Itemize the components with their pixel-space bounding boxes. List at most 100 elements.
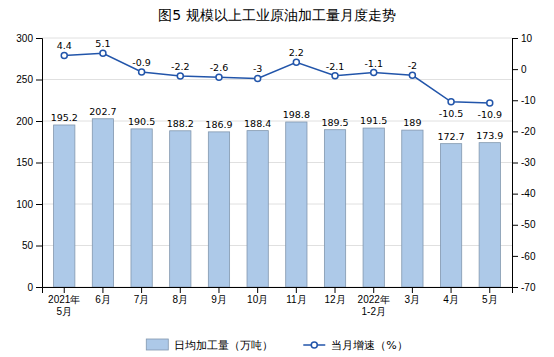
tick-mark <box>512 131 518 132</box>
tick-label: 12月 <box>324 294 345 305</box>
tick-mark <box>512 256 518 257</box>
tick-mark <box>36 80 42 81</box>
data-label: 202.7 <box>89 106 116 117</box>
data-label: -1.1 <box>364 58 383 69</box>
legend-item: 日均加工量（万吨） <box>146 339 273 352</box>
tick-label: 2021年5月 <box>48 294 80 317</box>
tick-mark <box>512 100 518 101</box>
data-labels: 195.2 202.7 190.5 188.2 186.9 188.4 198.8 189.5… <box>51 38 504 141</box>
tick-label: -50 <box>521 219 536 230</box>
tick-label: 9月 <box>211 294 227 305</box>
bar <box>92 119 113 287</box>
tick-mark <box>102 287 103 293</box>
tick-label: 5月 <box>482 294 498 305</box>
tick-mark <box>373 287 374 293</box>
legend-item: 当月增速（%） <box>303 339 407 352</box>
tick-mark <box>36 204 42 205</box>
tick-mark <box>36 38 42 39</box>
data-label: 189 <box>403 117 421 128</box>
tick-label: 0 <box>521 64 527 75</box>
tick-mark <box>36 163 42 164</box>
data-label: 195.2 <box>51 112 78 123</box>
tick-label: -30 <box>521 157 536 168</box>
point <box>255 75 261 81</box>
tick-label: -20 <box>521 126 536 137</box>
chart: 图5 规模以上工业原油加工量月度走势 195.2 202.7 190.5 188.2 18… <box>0 0 554 357</box>
legend-marker <box>311 342 317 348</box>
tick-label: -70 <box>521 282 536 293</box>
data-label: -0.9 <box>132 57 151 68</box>
data-label: 172.7 <box>437 131 464 142</box>
tick-label: 11月 <box>286 294 306 305</box>
tick-label: 0 <box>27 282 33 293</box>
tick-label: -40 <box>521 188 536 199</box>
tick-mark <box>218 287 219 293</box>
point <box>487 100 493 106</box>
data-label: 188.2 <box>167 118 194 129</box>
tick-mark <box>36 121 42 122</box>
bar <box>324 130 345 287</box>
x-axis: 2021年5月6月7月8月9月10月11月12月2022年1-2月3月4月5月 <box>43 287 513 317</box>
data-label: 2.2 <box>289 47 304 58</box>
legend: 日均加工量（万吨） 当月增速（%） <box>146 339 407 352</box>
data-label: 198.8 <box>283 109 310 120</box>
tick-label: 100 <box>16 199 33 210</box>
legend-swatch <box>146 339 168 350</box>
data-label: -2.2 <box>171 61 190 72</box>
tick-label: 7月 <box>134 294 150 305</box>
point <box>139 69 145 75</box>
data-label: -2.6 <box>210 62 229 73</box>
bar <box>247 131 268 287</box>
data-label: 4.4 <box>57 40 72 51</box>
title: 图5 规模以上工业原油加工量月度走势 <box>158 7 395 23</box>
grid-line <box>42 79 512 80</box>
tick-mark <box>257 287 258 293</box>
bar <box>363 128 384 287</box>
bar <box>54 125 75 287</box>
point <box>293 59 299 65</box>
tick-mark <box>512 69 518 70</box>
data-label: 189.5 <box>321 117 348 128</box>
data-label: -10.9 <box>477 109 502 120</box>
tick-mark <box>335 287 336 293</box>
data-label: 188.4 <box>244 118 271 129</box>
tick-label: -60 <box>521 251 536 262</box>
tick-mark <box>180 287 181 293</box>
point <box>177 73 183 79</box>
bar <box>170 131 191 287</box>
tick-mark <box>296 287 297 293</box>
bar <box>131 129 152 287</box>
point <box>409 72 415 78</box>
plot: 195.2 202.7 190.5 188.2 186.9 188.4 198.8 189.5… <box>16 33 536 317</box>
tick-label: -10 <box>521 95 536 106</box>
data-label: 190.5 <box>128 116 155 127</box>
tick-mark <box>512 163 518 164</box>
data-label: -2 <box>408 60 417 71</box>
tick-mark <box>64 287 65 293</box>
data-label: 173.9 <box>476 130 503 141</box>
tick-mark <box>512 194 518 195</box>
grid-line <box>42 38 512 39</box>
tick-mark <box>451 287 452 293</box>
data-label: -2.1 <box>326 61 345 72</box>
bar <box>208 132 229 287</box>
tick-mark <box>512 225 518 226</box>
tick-mark <box>36 246 42 247</box>
tick-label: 3月 <box>405 294 421 305</box>
legend-label: 当月增速（%） <box>331 339 407 352</box>
tick-mark <box>36 287 42 288</box>
bar <box>479 143 500 287</box>
grid <box>42 38 512 287</box>
point <box>216 74 222 80</box>
data-label: 186.9 <box>205 119 232 130</box>
data-label: -10.5 <box>439 108 464 119</box>
bar <box>440 144 461 287</box>
bar <box>402 130 423 287</box>
axis-domain <box>513 39 519 288</box>
point <box>100 50 106 56</box>
tick-mark <box>489 287 490 293</box>
tick-label: 250 <box>16 74 33 85</box>
data-label: -3 <box>253 63 262 74</box>
line <box>64 53 490 103</box>
point <box>371 70 377 76</box>
